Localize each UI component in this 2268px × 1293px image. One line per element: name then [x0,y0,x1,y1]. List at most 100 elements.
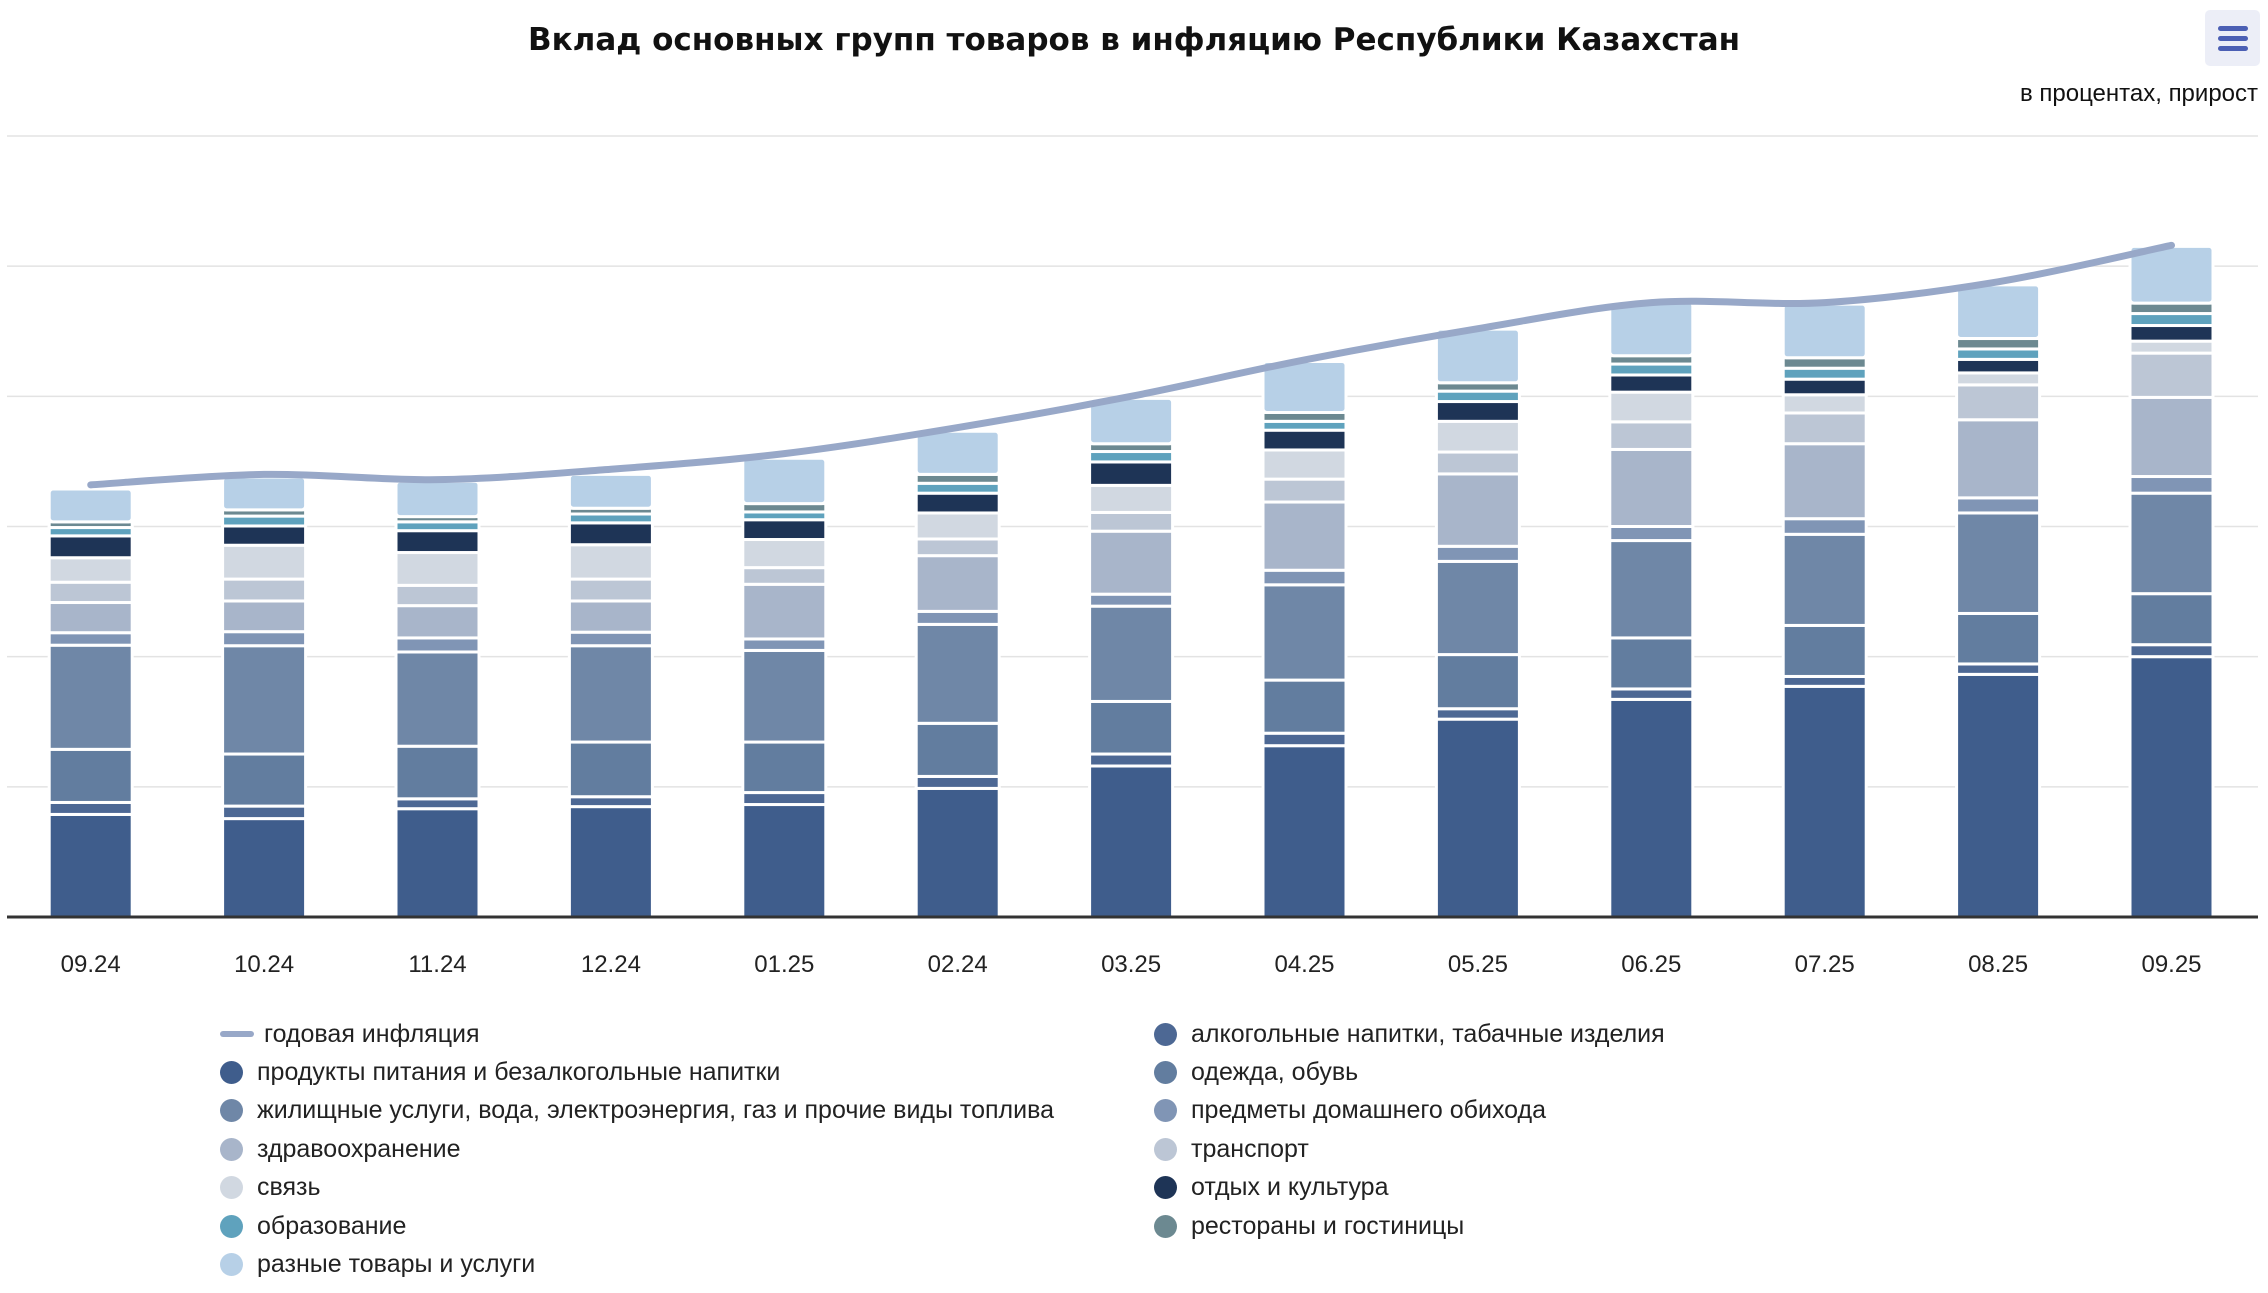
bar-segment[interactable] [1955,511,2042,615]
bar-segment[interactable] [914,774,1001,790]
bar-segment[interactable] [1608,697,1695,919]
bar-segment[interactable] [2128,491,2215,596]
bar-segment[interactable] [1434,400,1521,423]
bar-segment[interactable] [741,582,828,641]
bar-segment[interactable] [567,577,654,603]
bar-segment[interactable] [47,580,134,605]
legend-item[interactable]: рестораны и гостиницы [1154,1210,1464,1242]
bar-segment[interactable] [1434,717,1521,919]
bar-segment[interactable] [1955,611,2042,666]
bar-segment[interactable] [1261,500,1348,572]
bar-segment[interactable] [221,599,308,634]
bar-segment[interactable] [2128,475,2215,495]
bar-segment[interactable] [1608,362,1695,377]
bar-segment[interactable] [2128,592,2215,647]
bar-segment[interactable] [221,644,308,756]
bar-segment[interactable] [1608,539,1695,640]
bar-segment[interactable] [1261,568,1348,587]
bar-segment[interactable] [741,803,828,919]
bar-segment[interactable] [741,637,828,652]
bar-segment[interactable] [1955,662,2042,676]
bar-segment[interactable] [221,752,308,808]
bar-segment[interactable] [741,740,828,795]
bar-segment[interactable] [221,543,308,581]
legend-item[interactable]: годовая инфляция [220,1018,480,1050]
bar-segment[interactable] [1608,390,1695,424]
chart-menu-button[interactable] [2205,10,2260,66]
bar-segment[interactable] [914,511,1001,541]
bar-segment[interactable] [47,601,134,635]
bar-segment[interactable] [2128,339,2215,355]
bar-segment[interactable] [2128,301,2215,316]
bar-segment[interactable] [914,622,1001,725]
bar-segment[interactable] [2128,351,2215,399]
legend-item[interactable]: продукты питания и безалкогольные напитк… [220,1056,780,1088]
bar-segment[interactable] [1434,707,1521,721]
bar-segment[interactable] [47,631,134,647]
bar-segment[interactable] [1781,302,1868,360]
legend-item[interactable]: предметы домашнего обихода [1154,1095,1546,1127]
bar-segment[interactable] [1781,377,1868,397]
bar-segment[interactable] [1955,283,2042,341]
bar-segment[interactable] [914,609,1001,626]
bar-segment[interactable] [1608,525,1695,543]
bar-segment[interactable] [741,566,828,586]
bar-segment[interactable] [914,491,1001,515]
bar-segment[interactable] [47,487,134,524]
bar-segment[interactable] [914,429,1001,476]
bar-segment[interactable] [2128,312,2215,328]
bar-segment[interactable] [1781,356,1868,370]
bar-segment[interactable] [394,479,481,519]
legend-item[interactable]: образование [220,1210,406,1242]
legend-item[interactable]: здравоохранение [220,1133,461,1165]
bar-segment[interactable] [914,786,1001,919]
bar-segment[interactable] [47,800,134,816]
bar-segment[interactable] [47,556,134,584]
bar-segment[interactable] [394,807,481,919]
bar-segment[interactable] [1088,483,1175,514]
bar-segment[interactable] [1088,529,1175,596]
bar-segment[interactable] [1608,300,1695,358]
bar-segment[interactable] [1955,337,2042,351]
bar-segment[interactable] [394,636,481,654]
legend-item[interactable]: разные товары и услуги [220,1248,535,1280]
bar-segment[interactable] [914,537,1001,558]
bar-segment[interactable] [221,804,308,821]
bar-segment[interactable] [394,583,481,608]
bar-segment[interactable] [394,604,481,640]
bar-segment[interactable] [2128,655,2215,919]
legend-item[interactable]: связь [220,1172,321,1204]
bar-segment[interactable] [1088,592,1175,608]
bar-segment[interactable] [221,524,308,547]
legend-item[interactable]: жилищные услуги, вода, электроэнергия, г… [220,1095,1054,1127]
bar-segment[interactable] [741,791,828,807]
bar-segment[interactable] [1434,544,1521,563]
bar-segment[interactable] [1088,604,1175,703]
bar-segment[interactable] [1955,418,2042,500]
bar-segment[interactable] [1955,371,2042,387]
bar-segment[interactable] [47,534,134,560]
bar-segment[interactable] [1434,450,1521,476]
bar-segment[interactable] [567,543,654,581]
bar-segment[interactable] [1261,477,1348,504]
bar-segment[interactable] [1955,496,2042,515]
bar-segment[interactable] [567,521,654,547]
bar-segment[interactable] [47,643,134,751]
legend-item[interactable]: алкогольные напитки, табачные изделия [1154,1018,1665,1050]
bar-segment[interactable] [1781,623,1868,678]
bar-segment[interactable] [567,644,654,744]
bar-segment[interactable] [741,456,828,506]
bar-segment[interactable] [1434,472,1521,548]
bar-segment[interactable] [394,551,481,587]
bar-segment[interactable] [221,817,308,919]
bar-segment[interactable] [1261,448,1348,481]
bar-segment[interactable] [1088,752,1175,768]
bar-segment[interactable] [1955,357,2042,375]
bar-segment[interactable] [1261,731,1348,748]
bar-segment[interactable] [1608,636,1695,691]
bar-segment[interactable] [567,472,654,510]
bar-segment[interactable] [1261,744,1348,919]
bar-segment[interactable] [221,630,308,648]
bar-segment[interactable] [2128,324,2215,343]
bar-segment[interactable] [567,805,654,919]
